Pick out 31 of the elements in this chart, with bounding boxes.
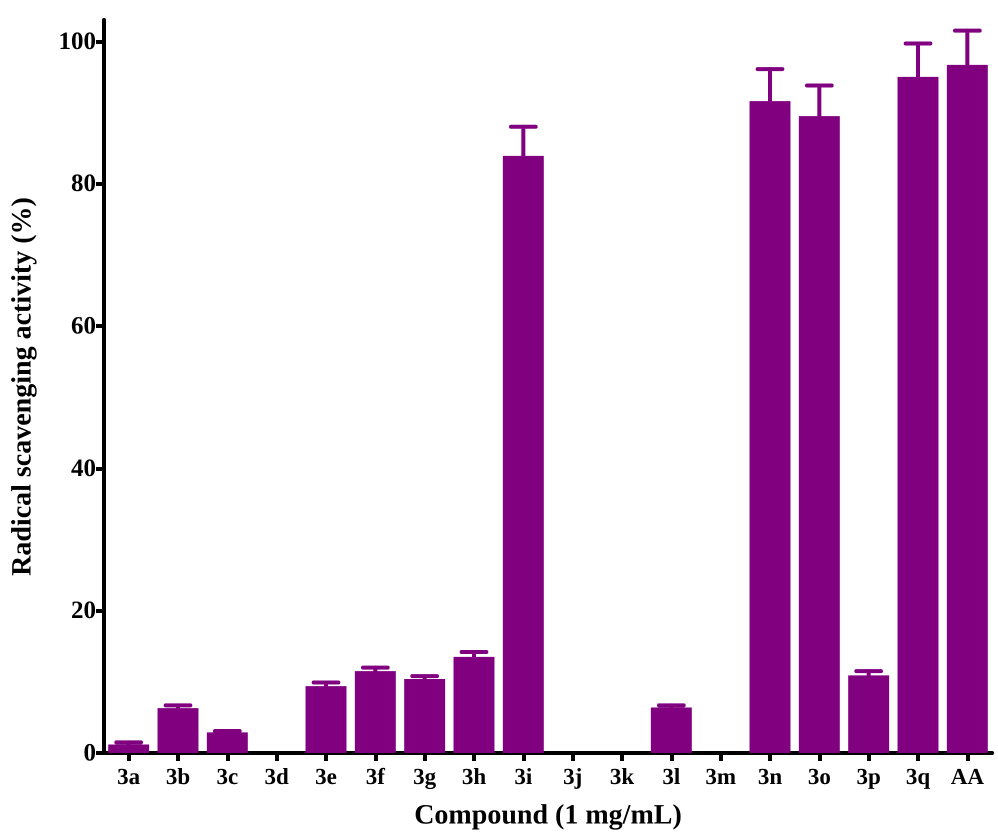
bar — [454, 656, 494, 753]
y-tick-label: 80 — [71, 170, 96, 198]
x-tick-label: 3f — [366, 764, 386, 789]
bar — [848, 675, 890, 753]
x-tick-label: AA — [950, 764, 984, 789]
x-tick-label: 3m — [705, 764, 736, 789]
x-tick-label: 3i — [514, 764, 533, 789]
x-tick-label: 3h — [462, 764, 486, 789]
y-tick-label: 100 — [58, 28, 96, 55]
bar — [108, 744, 150, 753]
y-tick-label: 60 — [71, 312, 96, 340]
x-tick-label: 3d — [264, 764, 290, 789]
x-tick-label: 3e — [315, 764, 337, 789]
x-axis-title: Compound (1 mg/mL) — [414, 800, 682, 830]
x-tick-label: 3l — [662, 764, 680, 789]
x-tick-label: 3n — [758, 764, 782, 789]
y-tick-label: 0 — [84, 740, 96, 766]
bar — [206, 732, 248, 753]
x-tick-label: 3a — [117, 764, 141, 789]
x-tick-label: 3g — [413, 764, 437, 790]
x-tick-label: 3k — [610, 764, 634, 789]
y-axis-title: Radical scavenging activity (%) — [6, 197, 38, 576]
x-tick-label: 3b — [166, 764, 190, 789]
x-tick-label: 3p — [856, 764, 881, 789]
x-tick-label: 3q — [906, 764, 930, 789]
y-tick-label: 40 — [71, 454, 96, 482]
x-tick-label: 3j — [563, 764, 582, 789]
bar — [650, 707, 692, 753]
x-tick-label: 3o — [808, 764, 831, 789]
x-tick-label: 3c — [216, 764, 238, 789]
y-tick-label: 20 — [71, 597, 96, 624]
